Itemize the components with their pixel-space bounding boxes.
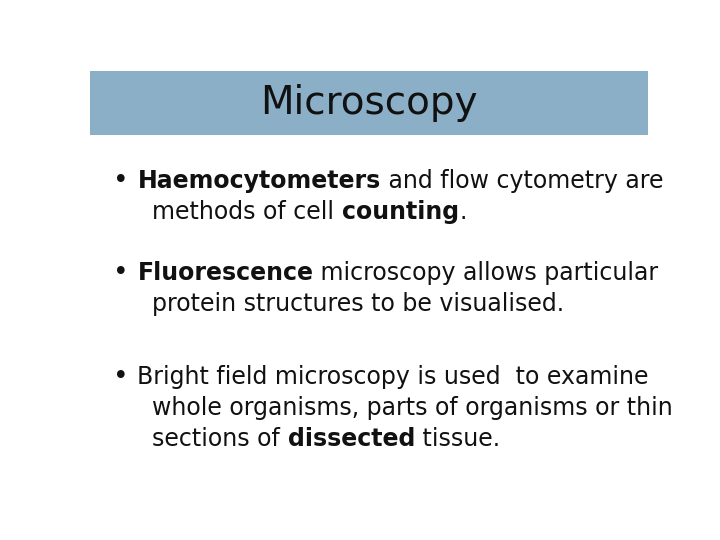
Text: protein structures to be visualised.: protein structures to be visualised. (138, 292, 564, 316)
Bar (90, 71, 648, 136)
Text: methods of cell: methods of cell (138, 200, 342, 225)
Text: Bright field microscopy is used  to examine: Bright field microscopy is used to exami… (138, 364, 649, 389)
Text: Haemocytometers: Haemocytometers (138, 169, 381, 193)
Text: dissected: dissected (288, 427, 415, 451)
Text: Microscopy: Microscopy (260, 84, 478, 122)
Text: and flow cytometry are: and flow cytometry are (381, 169, 663, 193)
Text: •: • (113, 168, 128, 194)
Text: counting: counting (342, 200, 459, 225)
Text: •: • (113, 260, 128, 286)
Text: Fluorescence: Fluorescence (138, 261, 313, 285)
Text: microscopy allows particular: microscopy allows particular (313, 261, 659, 285)
Text: whole organisms, parts of organisms or thin: whole organisms, parts of organisms or t… (138, 396, 673, 420)
Text: sections of: sections of (138, 427, 288, 451)
Text: •: • (113, 363, 128, 390)
Text: tissue.: tissue. (415, 427, 500, 451)
Text: .: . (459, 200, 467, 225)
